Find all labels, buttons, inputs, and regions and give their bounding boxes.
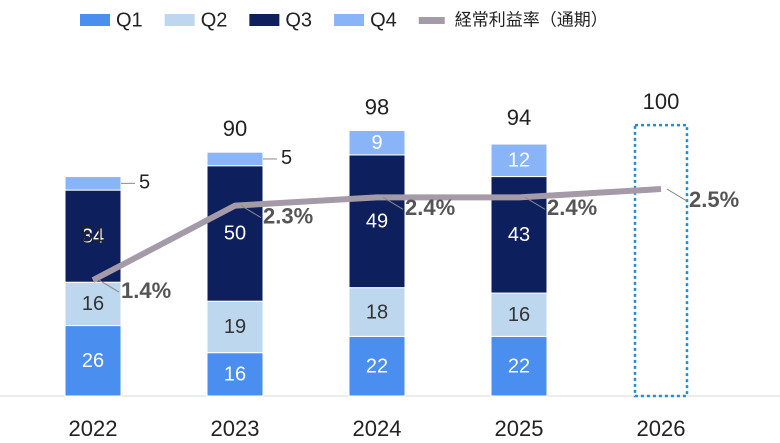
x-tick-label: 2026 <box>637 416 686 441</box>
bar-segment <box>206 151 264 167</box>
data-label: 9 <box>371 132 382 154</box>
data-label: 19 <box>224 316 246 338</box>
bar-segment <box>490 335 548 397</box>
legend-swatch <box>164 14 195 26</box>
bar-segment <box>348 130 406 156</box>
x-tick-label: 2025 <box>495 416 544 441</box>
bar-segment <box>64 325 122 397</box>
legend-swatch <box>334 14 365 26</box>
x-tick-label: 2023 <box>211 416 260 441</box>
bar-segment <box>206 165 264 302</box>
legend-swatch <box>418 17 445 24</box>
data-label: 22 <box>508 355 530 377</box>
total-label: 100 <box>643 89 680 114</box>
data-label: 18 <box>366 301 388 323</box>
line-label: 2.5% <box>689 187 739 212</box>
total-label: 98 <box>365 94 389 119</box>
line-label: 2.4% <box>547 195 597 220</box>
data-label: 16 <box>224 364 246 386</box>
line-label: 1.4% <box>121 278 171 303</box>
bar-segment <box>348 154 406 289</box>
bar-segment <box>64 176 122 191</box>
line-label: 2.4% <box>405 195 455 220</box>
data-label: 22 <box>366 355 388 377</box>
total-label: 90 <box>223 116 247 141</box>
data-label: 5 <box>281 147 292 169</box>
x-tick-label: 2022 <box>69 416 118 441</box>
leader-line <box>98 279 120 293</box>
legend-swatch <box>249 14 280 26</box>
data-label: 12 <box>508 150 530 172</box>
line-label: 2.3% <box>263 203 313 228</box>
legend-label: Q2 <box>201 9 228 31</box>
data-label: 34 <box>82 225 104 247</box>
bar-segment <box>206 300 264 354</box>
total-label: 51 <box>81 222 105 247</box>
data-label: 16 <box>508 304 530 326</box>
legend-label: Q3 <box>285 9 312 31</box>
data-label: 5 <box>139 172 150 194</box>
total-label: 94 <box>507 105 531 130</box>
bar-segment <box>490 143 548 178</box>
forecast-box <box>633 123 689 398</box>
bar-segment <box>206 352 264 397</box>
bar-segment <box>348 335 406 397</box>
leader-line <box>382 196 404 210</box>
data-label: 50 <box>224 223 246 245</box>
legend-label: 経常利益率（通期） <box>455 10 608 29</box>
data-label: 16 <box>82 293 104 315</box>
leader-line <box>524 196 546 210</box>
data-label: 43 <box>508 224 530 246</box>
bar-segment <box>64 281 122 327</box>
data-label: 26 <box>82 350 104 372</box>
legend-swatch <box>80 14 110 26</box>
data-label: 49 <box>366 211 388 233</box>
leader-line <box>240 205 262 219</box>
x-tick-label: 2024 <box>353 416 402 441</box>
line <box>91 186 662 283</box>
leader-line <box>666 188 688 202</box>
legend-label: Q4 <box>370 9 397 31</box>
legend-label: Q1 <box>116 9 143 31</box>
